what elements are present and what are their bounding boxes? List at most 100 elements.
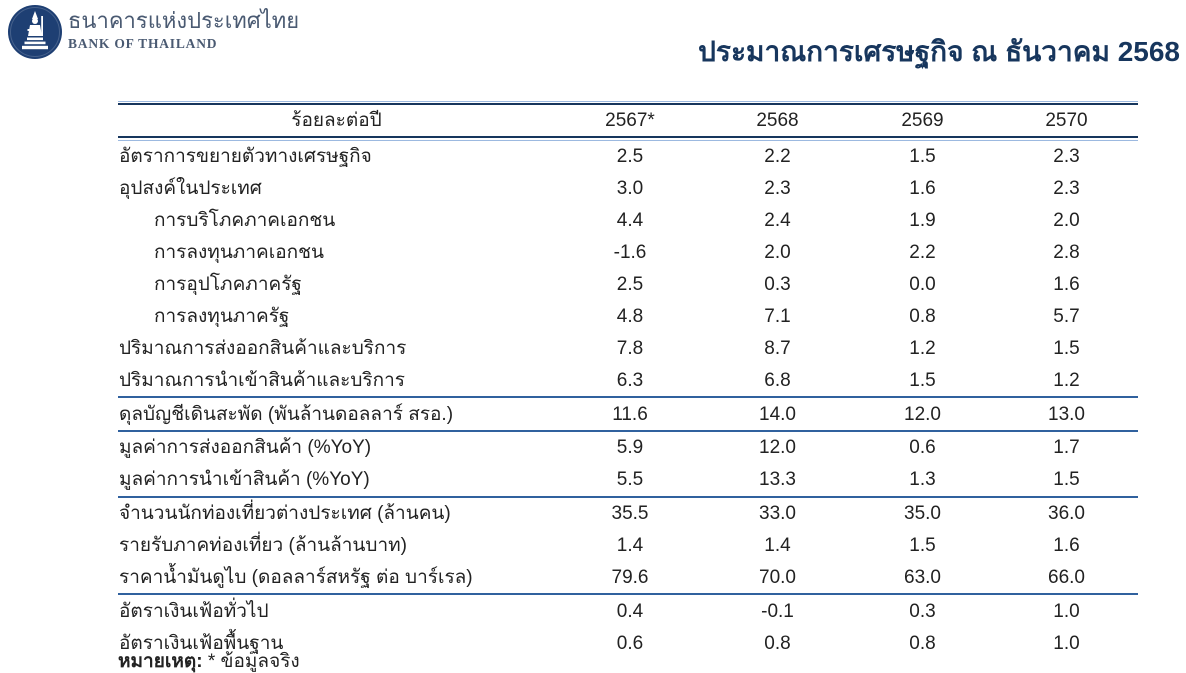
cell-2567: -1.6 bbox=[613, 242, 647, 264]
cell-2569: 1.2 bbox=[909, 337, 936, 359]
column-header-year-2568: 2568 bbox=[756, 110, 799, 131]
cell-2567: 1.4 bbox=[616, 535, 644, 557]
cell-2569: 0.6 bbox=[909, 437, 936, 459]
table-body: อัตราการขยายตัวทางเศรษฐกิจ 2.5 2.2 1.5 2… bbox=[118, 141, 1138, 659]
brand-names: ธนาคารแห่งประเทศไทย BANK OF THAILAND bbox=[68, 8, 299, 52]
page-title: ประมาณการเศรษฐกิจ ณ ธันวาคม 2568 bbox=[698, 36, 1180, 67]
cell-2568: 2.3 bbox=[764, 178, 791, 200]
cell-2569: 0.8 bbox=[909, 632, 936, 654]
forecast-table: ร้อยละต่อปี 2567* 2568 2569 2570 อัตรากา… bbox=[118, 101, 1138, 659]
cell-2568: 14.0 bbox=[759, 403, 796, 425]
table-row: การอุปโภคภาครัฐ 2.5 0.3 0.0 1.6 bbox=[118, 269, 1138, 301]
bank-name-thai: ธนาคารแห่งประเทศไทย bbox=[68, 8, 300, 33]
cell-2567: 79.6 bbox=[611, 567, 649, 589]
cell-2569: 1.3 bbox=[909, 469, 936, 491]
row-label: จำนวนนักท่องเที่ยวต่างประเทศ (ล้านคน) bbox=[119, 503, 451, 525]
cell-2570: 13.0 bbox=[1048, 403, 1085, 425]
cell-2568: 0.8 bbox=[764, 632, 791, 654]
cell-2567: 0.4 bbox=[616, 600, 644, 622]
table-row: มูลค่าการนำเข้าสินค้า (%YoY) 5.5 13.3 1.… bbox=[118, 464, 1138, 496]
cell-2568: 8.7 bbox=[764, 337, 791, 359]
table-top-border bbox=[118, 101, 1138, 105]
cell-2567: 3.0 bbox=[616, 178, 644, 200]
row-label: ปริมาณการนำเข้าสินค้าและบริการ bbox=[119, 369, 405, 391]
cell-2568: 12.0 bbox=[759, 437, 796, 459]
table-row: อัตราเงินเฟ้อทั่วไป 0.4 -0.1 0.3 1.0 bbox=[118, 593, 1138, 627]
row-label: รายรับภาคท่องเที่ยว (ล้านล้านบาท) bbox=[119, 535, 407, 557]
cell-2567: 5.9 bbox=[616, 437, 644, 459]
footnote: หมายเหตุ: * ข้อมูลจริง bbox=[118, 646, 300, 673]
cell-2569: 1.9 bbox=[909, 210, 936, 232]
cell-2570: 36.0 bbox=[1048, 503, 1085, 525]
cell-2567: 11.6 bbox=[612, 403, 648, 425]
row-label: อัตราเงินเฟ้อทั่วไป bbox=[119, 600, 269, 622]
cell-2568: 1.4 bbox=[764, 535, 791, 557]
cell-2570: 2.0 bbox=[1053, 210, 1080, 232]
column-header-unit: ร้อยละต่อปี bbox=[291, 110, 382, 131]
table-row: รายรับภาคท่องเที่ยว (ล้านล้านบาท) 1.4 1.… bbox=[118, 530, 1138, 562]
footnote-text: * ข้อมูลจริง bbox=[207, 651, 300, 672]
cell-2568: 2.2 bbox=[764, 146, 791, 168]
cell-2568: 13.3 bbox=[759, 469, 796, 491]
cell-2568: 6.8 bbox=[764, 369, 791, 391]
bank-name-english: BANK OF THAILAND bbox=[68, 36, 218, 51]
cell-2570: 1.0 bbox=[1053, 632, 1080, 654]
cell-2570: 1.2 bbox=[1053, 369, 1080, 391]
cell-2569: 0.0 bbox=[909, 274, 936, 295]
row-label: การอุปโภคภาครัฐ bbox=[154, 274, 302, 295]
footnote-label: หมายเหตุ: bbox=[118, 651, 203, 672]
row-label: อัตราเงินเฟ้อพื้นฐาน bbox=[119, 632, 284, 654]
table-row: การบริโภคภาคเอกชน 4.4 2.4 1.9 2.0 bbox=[118, 205, 1138, 237]
row-label: การลงทุนภาคเอกชน bbox=[154, 242, 325, 264]
cell-2569: 0.8 bbox=[909, 305, 936, 327]
cell-2569: 2.2 bbox=[909, 242, 936, 264]
row-label: มูลค่าการนำเข้าสินค้า (%YoY) bbox=[119, 469, 370, 491]
cell-2570: 2.8 bbox=[1053, 242, 1080, 264]
cell-2568: 2.4 bbox=[764, 210, 791, 232]
table-row: อัตราการขยายตัวทางเศรษฐกิจ 2.5 2.2 1.5 2… bbox=[118, 141, 1138, 173]
table-row: มูลค่าการส่งออกสินค้า (%YoY) 5.9 12.0 0.… bbox=[118, 430, 1138, 464]
cell-2570: 1.5 bbox=[1053, 337, 1080, 359]
cell-2570: 1.6 bbox=[1053, 274, 1080, 295]
cell-2567: 35.5 bbox=[611, 503, 649, 525]
cell-2567: 2.5 bbox=[616, 274, 644, 295]
cell-2567: 4.4 bbox=[616, 210, 644, 232]
bank-of-thailand-logo-icon bbox=[8, 5, 62, 59]
cell-2570: 66.0 bbox=[1048, 567, 1085, 589]
cell-2567: 6.3 bbox=[616, 369, 644, 391]
column-header-year-2567: 2567* bbox=[605, 110, 655, 131]
cell-2569: 63.0 bbox=[904, 567, 941, 589]
cell-2567: 2.5 bbox=[616, 146, 644, 168]
cell-2570: 2.3 bbox=[1053, 146, 1080, 168]
cell-2568: 2.0 bbox=[764, 242, 791, 264]
cell-2570: 2.3 bbox=[1053, 178, 1080, 200]
row-label: ปริมาณการส่งออกสินค้าและบริการ bbox=[119, 337, 407, 359]
cell-2569: 1.5 bbox=[909, 369, 936, 391]
cell-2568: 0.3 bbox=[764, 274, 791, 295]
cell-2569: 1.5 bbox=[909, 535, 936, 557]
cell-2568: 70.0 bbox=[759, 567, 796, 589]
column-header-year-2570: 2570 bbox=[1045, 110, 1088, 131]
cell-2569: 0.3 bbox=[909, 600, 936, 622]
cell-2569: 1.6 bbox=[909, 178, 936, 200]
row-label: การบริโภคภาคเอกชน bbox=[154, 210, 336, 232]
table-header-row: ร้อยละต่อปี 2567* 2568 2569 2570 bbox=[118, 105, 1138, 136]
cell-2570: 1.6 bbox=[1053, 535, 1080, 557]
cell-2568: -0.1 bbox=[761, 600, 794, 622]
cell-2569: 1.5 bbox=[909, 146, 936, 168]
table-row: อุปสงค์ในประเทศ 3.0 2.3 1.6 2.3 bbox=[118, 173, 1138, 205]
row-label: อุปสงค์ในประเทศ bbox=[119, 178, 262, 200]
table-row: อัตราเงินเฟ้อพื้นฐาน 0.6 0.8 0.8 1.0 bbox=[118, 627, 1138, 659]
cell-2567: 0.6 bbox=[616, 632, 644, 654]
row-label: การลงทุนภาครัฐ bbox=[154, 305, 290, 327]
table-row: ดุลบัญชีเดินสะพัด (พันล้านดอลลาร์ สรอ.) … bbox=[118, 396, 1138, 430]
table-row: ราคาน้ำมันดูไบ (ดอลลาร์สหรัฐ ต่อ บาร์เรล… bbox=[118, 562, 1138, 594]
cell-2570: 1.0 bbox=[1053, 600, 1080, 622]
table-row: จำนวนนักท่องเที่ยวต่างประเทศ (ล้านคน) 35… bbox=[118, 495, 1138, 530]
table-row: การลงทุนภาครัฐ 4.8 7.1 0.8 5.7 bbox=[118, 300, 1138, 332]
column-header-year-2569: 2569 bbox=[901, 110, 944, 131]
cell-2567: 4.8 bbox=[616, 305, 644, 327]
cell-2568: 33.0 bbox=[759, 503, 796, 525]
row-label: มูลค่าการส่งออกสินค้า (%YoY) bbox=[119, 437, 372, 459]
